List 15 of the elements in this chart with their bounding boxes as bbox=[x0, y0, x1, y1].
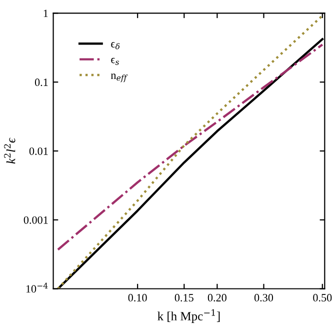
y-tick-label: 0.01 bbox=[29, 147, 48, 155]
legend-label: n$_{eff}$ bbox=[110, 74, 128, 82]
legend-label: ϵ$_{s}$ bbox=[111, 58, 119, 65]
x-tick-label: 0.20 bbox=[208, 294, 226, 302]
x-tick-label: 0.15 bbox=[174, 294, 194, 302]
y-tick-label: 0.001 bbox=[24, 216, 48, 224]
y-axis-title: k$^{2}$l$^{2}$ϵ bbox=[4, 138, 16, 164]
x-tick-label: 0.10 bbox=[128, 294, 147, 302]
y-tick-label: 1 bbox=[44, 10, 48, 18]
x-tick-label: 0.50 bbox=[313, 294, 332, 302]
y-tick-label: 0.1 bbox=[34, 78, 48, 86]
legend-label: ϵ$_{δ}$ bbox=[111, 42, 120, 50]
x-tick-label: 0.30 bbox=[254, 294, 274, 302]
x-axis-title: k [h Mpc$^{−1}$] bbox=[158, 309, 220, 323]
y-tick-label: 10$^{−4}$ bbox=[26, 282, 48, 293]
